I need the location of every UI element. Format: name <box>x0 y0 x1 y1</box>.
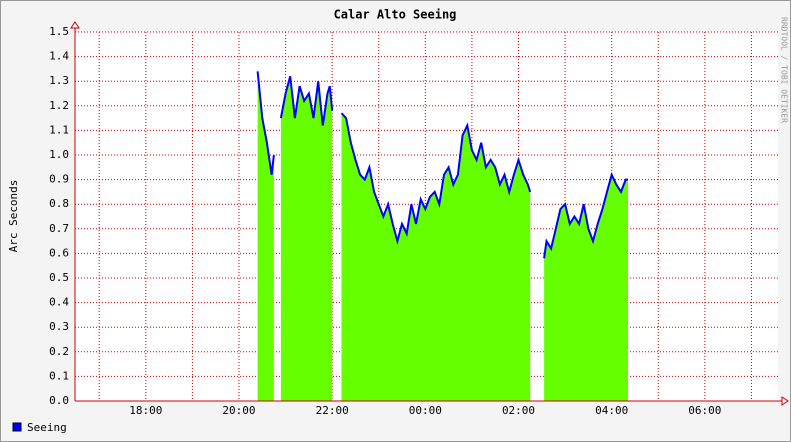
area <box>341 113 531 401</box>
y-tick-label: 1.1 <box>49 123 69 136</box>
area <box>544 174 628 401</box>
y-tick-label: 0.5 <box>49 271 69 284</box>
y-axis-label: Arc Seconds <box>7 180 20 253</box>
x-tick-label: 06:00 <box>688 404 721 417</box>
y-tick-label: 0.0 <box>49 394 69 407</box>
y-tick-label: 0.4 <box>49 296 69 309</box>
y-tick-label: 1.0 <box>49 148 69 161</box>
x-tick-label: 18:00 <box>129 404 162 417</box>
y-tick-label: 1.5 <box>49 25 69 38</box>
legend-swatch <box>12 422 22 432</box>
line <box>543 171 628 259</box>
x-arrow <box>781 396 789 406</box>
line <box>256 71 275 175</box>
credit: RRDTOOL / TOBI OETIKER <box>780 17 789 123</box>
x-tick-label: 20:00 <box>222 404 255 417</box>
y-tick-label: 0.7 <box>49 222 69 235</box>
y-tick-label: 0.9 <box>49 173 69 186</box>
y-tick-label: 1.4 <box>49 50 69 63</box>
y-arrow <box>70 21 80 29</box>
line <box>279 76 334 126</box>
y-tick-label: 0.8 <box>49 197 69 210</box>
x-tick-label: 00:00 <box>409 404 442 417</box>
y-tick-label: 0.1 <box>49 369 69 382</box>
area <box>257 71 274 402</box>
y-tick-label: 0.2 <box>49 345 69 358</box>
line <box>340 112 532 245</box>
x-tick-label: 02:00 <box>502 404 535 417</box>
x-tick-label: 22:00 <box>316 404 349 417</box>
x-tick-label: 04:00 <box>595 404 628 417</box>
y-tick-label: 0.6 <box>49 246 69 259</box>
area <box>280 76 333 402</box>
y-tick-label: 0.3 <box>49 320 69 333</box>
chart-title: Calar Alto Seeing <box>334 8 457 22</box>
y-tick-label: 1.3 <box>49 74 69 87</box>
y-tick-label: 1.2 <box>49 99 69 112</box>
legend-label: Seeing <box>27 421 67 434</box>
